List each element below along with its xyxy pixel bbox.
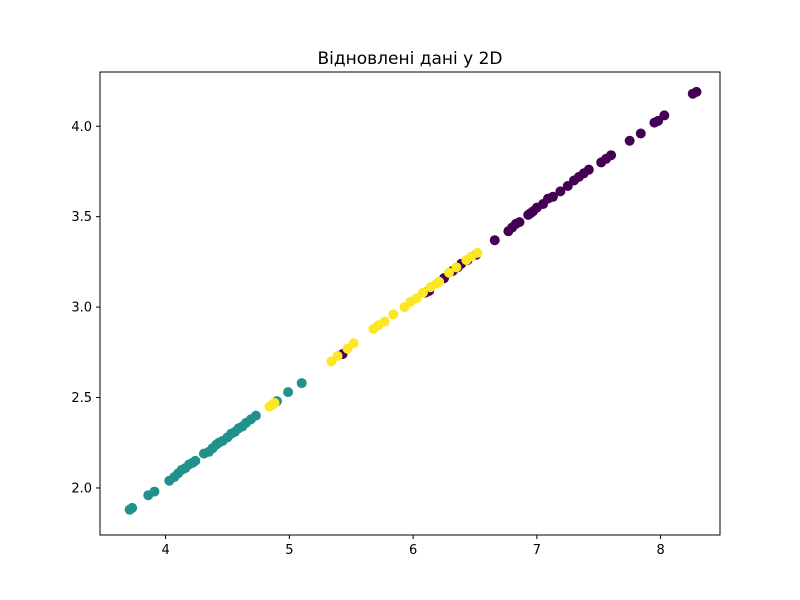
y-tick-label: 3.0	[71, 301, 92, 316]
data-point	[583, 164, 594, 175]
data-point	[624, 135, 635, 146]
data-point	[514, 217, 525, 228]
data-point	[296, 378, 307, 389]
x-tick-label: 4	[161, 543, 169, 558]
x-tick-label: 8	[656, 543, 664, 558]
data-point	[149, 486, 160, 497]
data-point	[443, 267, 454, 278]
data-point	[691, 86, 702, 97]
y-tick-label: 3.5	[71, 210, 92, 225]
data-point	[379, 316, 390, 327]
data-point	[332, 350, 343, 361]
data-point	[635, 128, 646, 139]
data-point	[190, 455, 201, 466]
data-point	[127, 502, 138, 513]
x-axis: 4 5 6 7 8	[161, 535, 665, 558]
data-point	[547, 191, 558, 202]
data-point	[555, 186, 566, 197]
data-point	[417, 287, 428, 298]
data-point	[659, 110, 670, 121]
y-axis: 2.0 2.5 3.0 3.5 4.0	[71, 120, 100, 496]
data-point	[489, 235, 500, 246]
x-tick-label: 6	[409, 543, 417, 558]
data-point	[250, 410, 261, 421]
data-point	[434, 276, 445, 287]
y-tick-label: 4.0	[71, 120, 92, 135]
y-tick-label: 2.5	[71, 391, 92, 406]
data-point	[283, 387, 294, 398]
x-tick-label: 7	[533, 543, 541, 558]
data-point	[269, 397, 280, 408]
chart-title: Відновлені дані у 2D	[317, 49, 502, 69]
plot-frame	[99, 71, 721, 536]
data-points	[124, 86, 702, 515]
data-point	[451, 262, 462, 273]
x-tick-label: 5	[285, 543, 293, 558]
data-point	[472, 247, 483, 258]
data-point	[606, 150, 617, 161]
data-point	[388, 309, 399, 320]
y-tick-label: 2.0	[71, 481, 92, 496]
data-point	[348, 338, 359, 349]
